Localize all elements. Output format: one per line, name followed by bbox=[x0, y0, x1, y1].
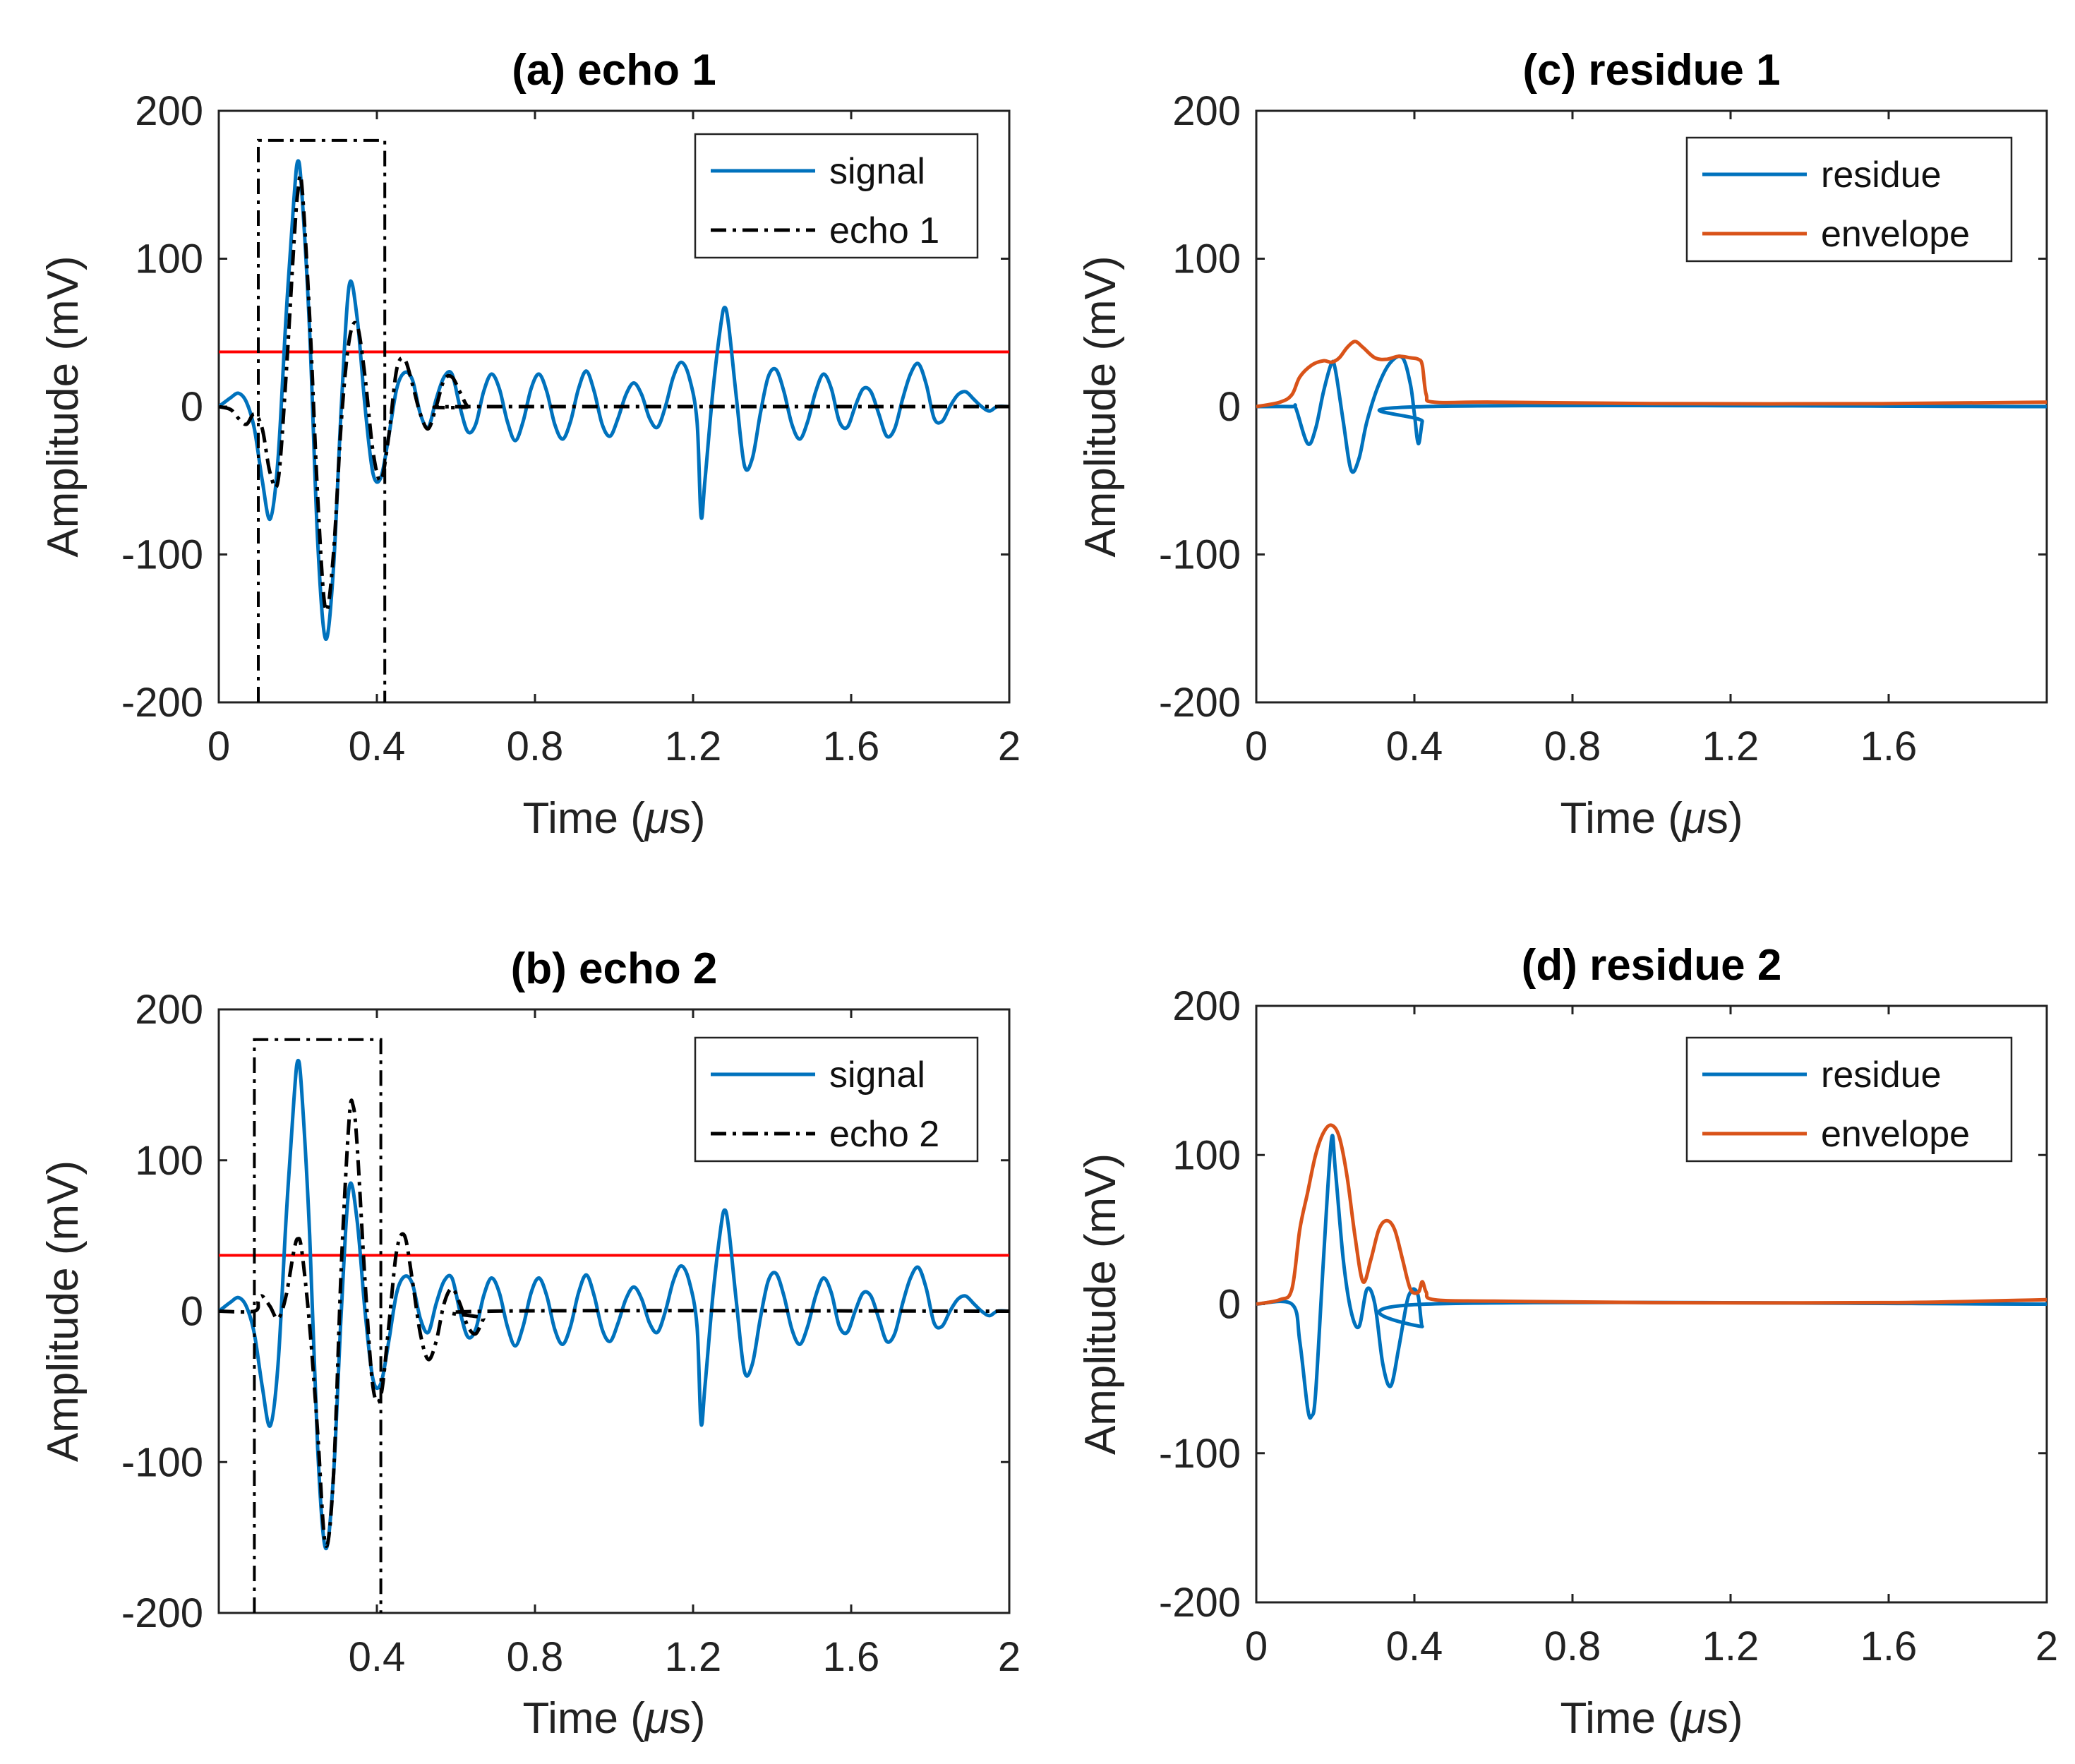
x-tick-label: 1.6 bbox=[1860, 724, 1918, 769]
series-signal bbox=[219, 159, 1009, 641]
plot-area bbox=[1256, 340, 2047, 474]
subplot-a: (a) echo 1 -200 -100 0 100 200 0 0.4 0.8 1.2 1.6 2 A… bbox=[39, 46, 1021, 843]
y-tick-label: -100 bbox=[1159, 532, 1241, 578]
legend-label: envelope bbox=[1821, 1114, 1970, 1155]
x-tick-label: 1.2 bbox=[665, 724, 722, 769]
chart-title: (a) echo 1 bbox=[512, 46, 716, 95]
legend-label: envelope bbox=[1821, 214, 1970, 255]
x-tick-label: 2 bbox=[998, 1634, 1021, 1680]
echo-window-box bbox=[253, 1038, 383, 1613]
subplot-d: (d) residue 2 -200 -100 0 100 200 0 0.4 0.8 1.2 1.… bbox=[1076, 941, 2058, 1743]
y-tick-label: -100 bbox=[1159, 1431, 1241, 1477]
legend-label: signal bbox=[829, 1055, 925, 1096]
series-echo-1 bbox=[219, 173, 1009, 613]
plot-area bbox=[1256, 1123, 2047, 1420]
series-envelope bbox=[1256, 1123, 2047, 1306]
y-tick-label: 0 bbox=[181, 1289, 203, 1335]
x-tick-label: 0.4 bbox=[349, 724, 406, 769]
x-axis-label: Time (μs) bbox=[1560, 1694, 1743, 1743]
legend: signal echo 1 bbox=[694, 133, 979, 259]
y-tick-label: -200 bbox=[121, 680, 203, 726]
y-tick-label: 200 bbox=[1172, 88, 1241, 134]
legend-box bbox=[694, 133, 979, 259]
x-tick-label: 0.8 bbox=[1544, 724, 1601, 769]
series-residue bbox=[1256, 1134, 2047, 1420]
series-envelope bbox=[1256, 340, 2047, 409]
y-tick-label: 0 bbox=[181, 384, 203, 430]
y-tick-label: 100 bbox=[135, 1138, 203, 1184]
y-tick-label: 200 bbox=[135, 88, 203, 134]
y-tick-label: 0 bbox=[1218, 1282, 1241, 1328]
x-tick-label: 2 bbox=[998, 724, 1021, 769]
y-tick-label: 200 bbox=[135, 987, 203, 1033]
y-tick-label: 100 bbox=[1172, 1132, 1241, 1178]
y-tick-label: -100 bbox=[121, 1439, 203, 1485]
y-axis-label: Amplitude (mV) bbox=[1076, 1153, 1125, 1455]
y-tick-label: -200 bbox=[1159, 680, 1241, 726]
x-tick-label: 0.4 bbox=[1386, 724, 1443, 769]
chart-title: (b) echo 2 bbox=[511, 944, 718, 993]
y-tick-label: 100 bbox=[1172, 236, 1241, 282]
x-tick-label: 0 bbox=[1245, 1624, 1268, 1669]
chart-title: (d) residue 2 bbox=[1522, 941, 1782, 990]
plot-area bbox=[219, 138, 1009, 702]
x-tick-label: 1.6 bbox=[823, 1634, 880, 1680]
x-tick-label: 1.6 bbox=[1860, 1624, 1918, 1669]
chart-title: (c) residue 1 bbox=[1522, 46, 1780, 95]
x-tick-label: 0 bbox=[207, 724, 230, 769]
x-tick-label: 0.4 bbox=[349, 1634, 406, 1680]
legend: signal echo 2 bbox=[694, 1036, 979, 1163]
y-axis-label: Amplitude (mV) bbox=[39, 256, 88, 557]
y-tick-label: -100 bbox=[121, 532, 203, 578]
x-tick-label: 0.8 bbox=[1544, 1624, 1601, 1669]
x-tick-label: 2 bbox=[2035, 1624, 2058, 1669]
y-tick-label: -200 bbox=[1159, 1580, 1241, 1626]
x-tick-label: 0.4 bbox=[1386, 1624, 1443, 1669]
series-residue bbox=[1256, 354, 2047, 474]
y-tick-label: 100 bbox=[135, 236, 203, 282]
x-axis-label: Time (μs) bbox=[1560, 794, 1743, 843]
y-axis-label: Amplitude (mV) bbox=[1076, 256, 1125, 557]
legend-box bbox=[1685, 1036, 2013, 1163]
legend-label: residue bbox=[1821, 155, 1942, 196]
y-axis-label: Amplitude (mV) bbox=[39, 1160, 88, 1462]
series-signal bbox=[219, 1058, 1009, 1551]
x-tick-label: 1.2 bbox=[665, 1634, 722, 1680]
plot-area bbox=[219, 1038, 1009, 1613]
legend-label: echo 2 bbox=[829, 1114, 939, 1155]
x-tick-label: 0.8 bbox=[507, 724, 564, 769]
x-tick-label: 1.2 bbox=[1702, 724, 1760, 769]
legend-box bbox=[1685, 136, 2013, 263]
subplot-b: (b) echo 2 -200 -100 0 100 200 0.4 0.8 1.2 1.6 2 Am… bbox=[39, 944, 1021, 1743]
legend-label: signal bbox=[829, 151, 925, 192]
legend-label: residue bbox=[1821, 1055, 1942, 1096]
legend-box bbox=[694, 1036, 979, 1163]
x-tick-label: 0 bbox=[1245, 724, 1268, 769]
y-tick-label: -200 bbox=[121, 1590, 203, 1636]
x-tick-label: 1.6 bbox=[823, 724, 880, 769]
x-tick-label: 0.8 bbox=[507, 1634, 564, 1680]
x-axis-label: Time (μs) bbox=[523, 794, 706, 843]
x-axis-label: Time (μs) bbox=[523, 1694, 706, 1743]
y-tick-label: 0 bbox=[1218, 384, 1241, 430]
legend: residue envelope bbox=[1685, 136, 2013, 263]
y-tick-label: 200 bbox=[1172, 983, 1241, 1029]
legend: residue envelope bbox=[1685, 1036, 2013, 1163]
subplot-c: (c) residue 1 -200 -100 0 100 200 0 0.4 0.8 1.2 1.… bbox=[1076, 46, 2048, 843]
x-tick-label: 1.2 bbox=[1702, 1624, 1760, 1669]
legend-label: echo 1 bbox=[829, 210, 939, 251]
